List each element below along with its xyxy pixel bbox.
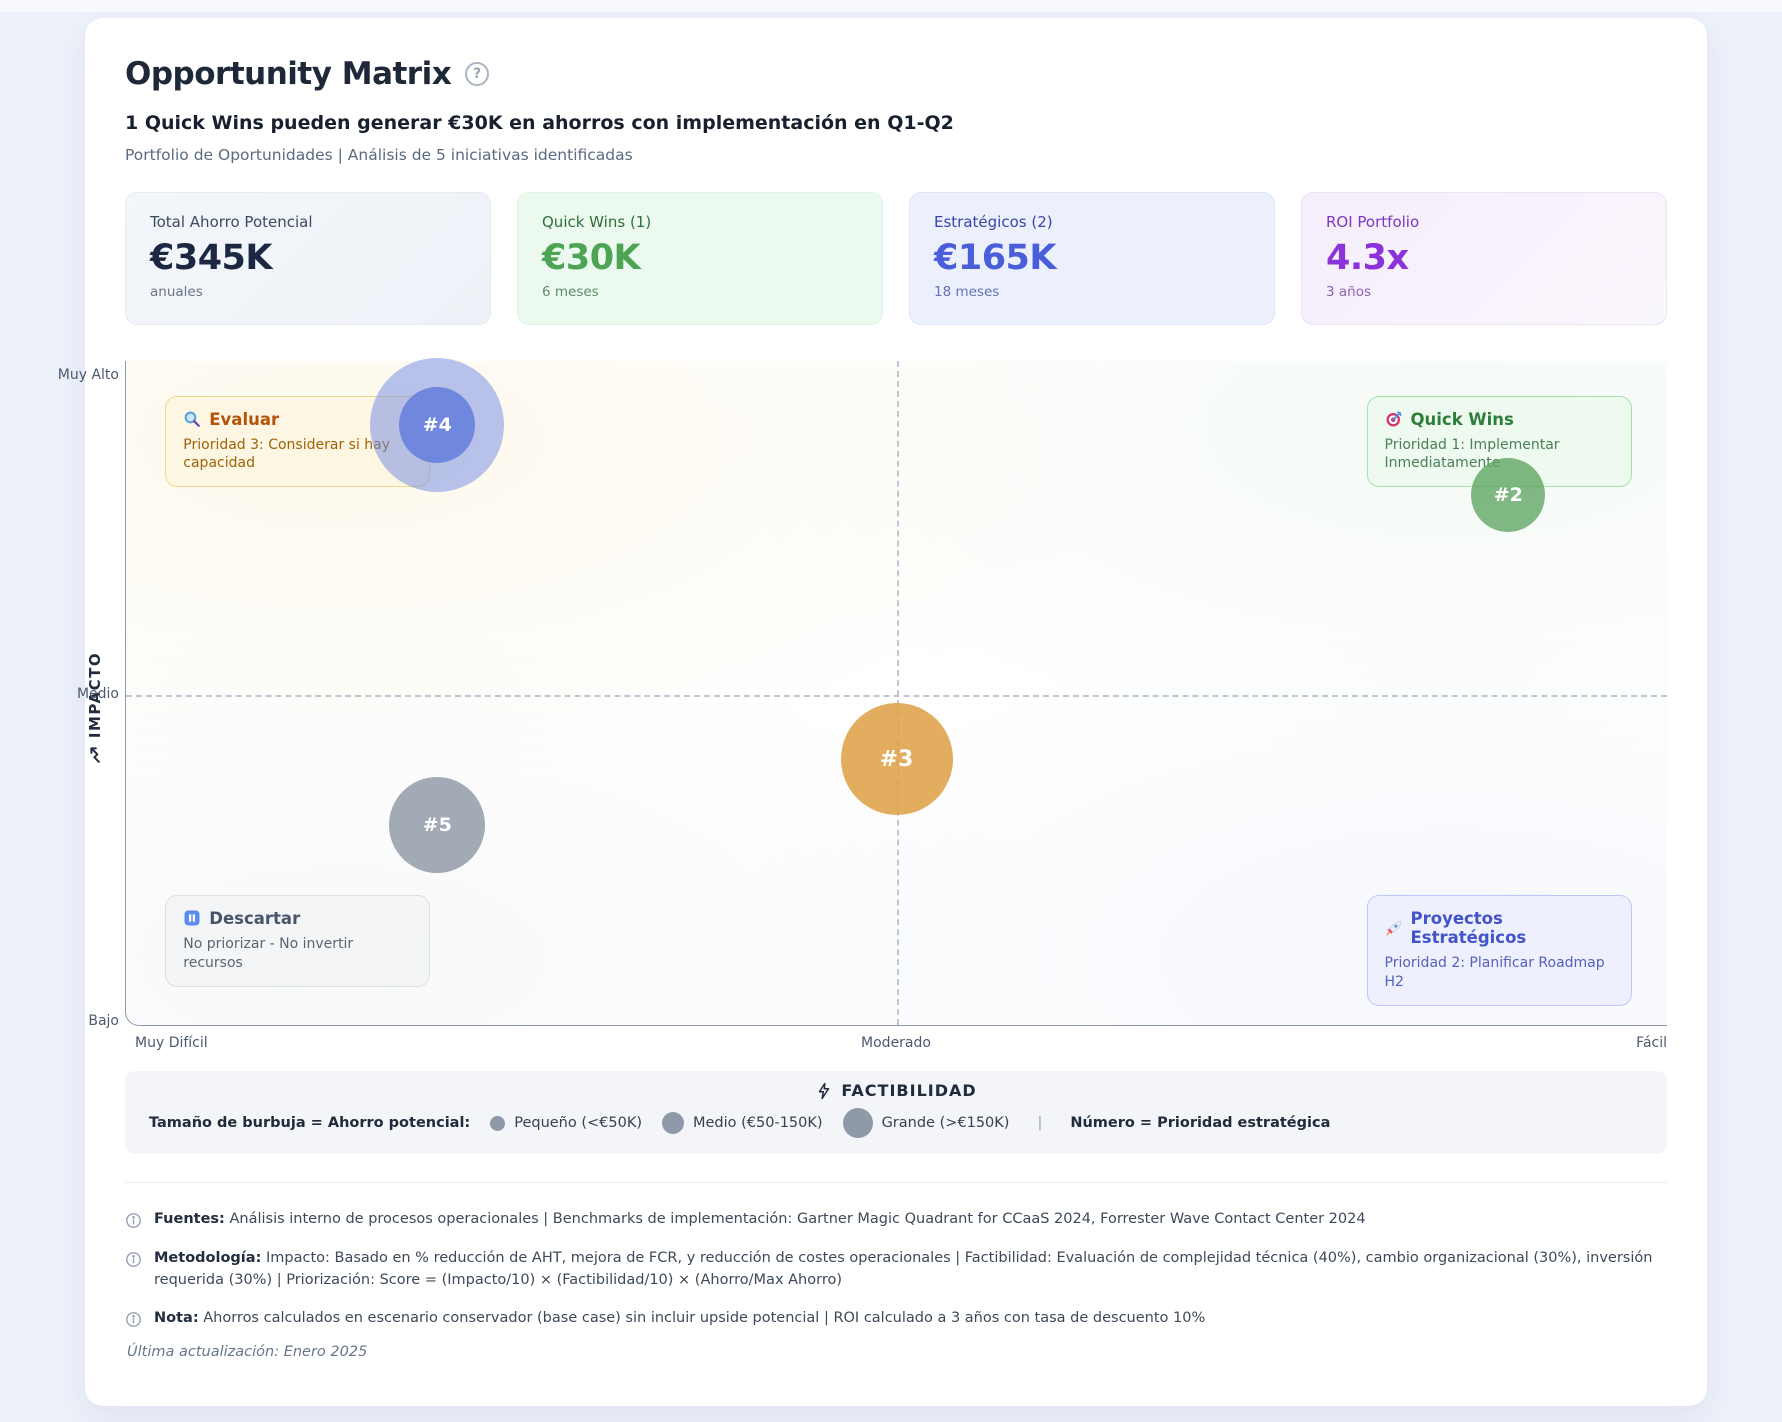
quadrant-body: Prioridad 2: Planificar Roadmap H2 bbox=[1384, 954, 1605, 990]
legend-item-label: Medio (€50-150K) bbox=[693, 1115, 823, 1131]
stat-card-quick-wins: Quick Wins (1) €30K 6 meses bbox=[517, 192, 883, 325]
legend-dot-medium bbox=[662, 1112, 684, 1134]
stat-label: ROI Portfolio bbox=[1326, 213, 1420, 231]
stat-value: €165K bbox=[934, 238, 1057, 278]
bubble-priority-3[interactable]: #3 bbox=[840, 703, 953, 816]
stat-label: Quick Wins (1) bbox=[542, 213, 652, 231]
footnotes-section: Fuentes: Análisis interno de procesos op… bbox=[125, 1182, 1667, 1330]
trending-up-icon bbox=[90, 747, 100, 763]
opportunity-matrix-card: Opportunity Matrix ? 1 Quick Wins pueden… bbox=[58, 18, 1707, 1406]
y-tick-medio: Medio bbox=[76, 686, 119, 703]
plot-area: Muy Alto Medio Bajo Evaluar Prioridad 3:… bbox=[58, 358, 1667, 1029]
page-top-strip bbox=[0, 0, 1782, 12]
legend-item-label: Pequeño (<€50K) bbox=[514, 1115, 642, 1131]
stat-card-roi-portfolio: ROI Portfolio 4.3x 3 años bbox=[1301, 192, 1667, 325]
footnote-text: Análisis interno de procesos operacional… bbox=[229, 1211, 1366, 1227]
legend-separator: | bbox=[1037, 1115, 1043, 1131]
legend-item-label: Grande (>€150K) bbox=[881, 1115, 1010, 1131]
stat-sub: 6 meses bbox=[542, 284, 599, 300]
footnote-fuentes: Fuentes: Análisis interno de procesos op… bbox=[125, 1209, 1667, 1231]
quadrant-title-row: Quick Wins bbox=[1385, 410, 1614, 429]
bubble-label: #4 bbox=[422, 414, 452, 437]
bubble-halo bbox=[370, 358, 505, 493]
legend-item-medio: Medio (€50-150K) bbox=[662, 1112, 823, 1134]
footnote-metodologia: Metodología: Impacto: Basado en % reducc… bbox=[125, 1248, 1667, 1292]
bubble-label: #5 bbox=[422, 814, 452, 837]
footnote-lead: Fuentes: bbox=[154, 1211, 225, 1227]
quadrant-body: No priorizar - No invertir recursos bbox=[183, 935, 354, 971]
x-axis-title: FACTIBILIDAD bbox=[149, 1081, 1643, 1100]
quadrant-title-row: Proyectos Estratégicos bbox=[1385, 909, 1614, 947]
stat-card-total-ahorro: Total Ahorro Potencial €345K anuales bbox=[125, 192, 491, 325]
stat-value: €30K bbox=[542, 238, 641, 278]
quadrant-title-row: Descartar bbox=[183, 909, 412, 928]
bubble-priority-2[interactable]: #2 bbox=[1471, 458, 1546, 533]
help-icon[interactable]: ? bbox=[465, 62, 490, 86]
legend-panel: FACTIBILIDAD Tamaño de burbuja = Ahorro … bbox=[125, 1071, 1667, 1154]
legend-dot-large bbox=[842, 1108, 873, 1138]
legend-item-pequeno: Pequeño (<€50K) bbox=[490, 1115, 642, 1131]
last-updated: Última actualización: Enero 2025 bbox=[127, 1344, 368, 1360]
quadrant-body: Prioridad 3: Considerar si hay capacidad bbox=[183, 436, 391, 472]
x-tick-facil: Fácil bbox=[1636, 1035, 1667, 1051]
y-axis-title: IMPACTO bbox=[86, 652, 104, 764]
quadrant-title-row: Evaluar bbox=[183, 410, 412, 429]
x-axis-title-text: FACTIBILIDAD bbox=[841, 1081, 977, 1100]
info-icon bbox=[126, 1213, 141, 1228]
footnote-lead: Nota: bbox=[154, 1310, 199, 1327]
stat-sub: anuales bbox=[150, 284, 203, 300]
lightning-icon bbox=[819, 1082, 830, 1099]
quadrant-title: Quick Wins bbox=[1410, 409, 1514, 429]
bubble-label: #3 bbox=[879, 746, 914, 772]
quadrant-title: Descartar bbox=[209, 908, 301, 928]
page-title: Opportunity Matrix bbox=[125, 56, 452, 92]
stat-value: 4.3x bbox=[1326, 238, 1409, 278]
x-tick-muy-dificil: Muy Difícil bbox=[135, 1035, 208, 1051]
stat-sub: 18 meses bbox=[934, 284, 1000, 300]
bubble-priority-5[interactable]: #5 bbox=[389, 777, 486, 874]
center-vertical-gridline bbox=[896, 361, 899, 1025]
header: Opportunity Matrix ? bbox=[125, 56, 1667, 92]
stat-label: Total Ahorro Potencial bbox=[150, 213, 313, 231]
rocket-icon bbox=[1386, 920, 1401, 936]
footnote-text: Impacto: Basado en % reducción de AHT, m… bbox=[154, 1249, 1653, 1288]
info-icon bbox=[126, 1312, 141, 1328]
stat-value: €345K bbox=[150, 238, 273, 278]
stat-label: Estratégicos (2) bbox=[934, 213, 1053, 231]
quadrant-body: Prioridad 1: Implementar Inmediatamente bbox=[1384, 436, 1560, 472]
legend-dot-small bbox=[490, 1115, 506, 1131]
legend-row: Tamaño de burbuja = Ahorro potencial: Pe… bbox=[149, 1108, 1643, 1138]
y-tick-bajo: Bajo bbox=[88, 1013, 119, 1029]
y-tick-muy-alto: Muy Alto bbox=[57, 367, 119, 383]
bubble-label: #2 bbox=[1493, 484, 1523, 507]
legend-item-grande: Grande (>€150K) bbox=[842, 1108, 1010, 1138]
legend-number-label: Número = Prioridad estratégica bbox=[1070, 1115, 1331, 1131]
center-horizontal-gridline bbox=[126, 694, 1667, 697]
portfolio-meta-line: Portfolio de Oportunidades | Análisis de… bbox=[125, 146, 633, 164]
legend-size-label: Tamaño de burbuja = Ahorro potencial: bbox=[149, 1115, 471, 1131]
quadrant-box-quick-wins: Quick Wins Prioridad 1: Implementar Inme… bbox=[1366, 395, 1632, 488]
magnifier-icon bbox=[184, 411, 201, 427]
footnote-lead: Metodología: bbox=[154, 1249, 262, 1266]
quadrant-box-proyectos-estrategicos: Proyectos Estratégicos Prioridad 2: Plan… bbox=[1366, 894, 1632, 1006]
quadrant-title: Proyectos Estratégicos bbox=[1410, 908, 1527, 947]
x-tick-moderado: Moderado bbox=[861, 1035, 931, 1051]
footnote-nota: Nota: Ahorros calculados en escenario co… bbox=[125, 1308, 1667, 1330]
stat-card-estrategicos: Estratégicos (2) €165K 18 meses bbox=[909, 192, 1275, 325]
stat-sub: 3 años bbox=[1326, 284, 1372, 300]
x-axis-ticks: Muy Difícil Moderado Fácil bbox=[125, 1035, 1667, 1055]
pause-icon bbox=[184, 910, 200, 926]
bubble-priority-4[interactable]: #4 bbox=[370, 358, 505, 493]
info-icon bbox=[126, 1251, 141, 1267]
stat-cards-row: Total Ahorro Potencial €345K anuales Qui… bbox=[125, 192, 1667, 325]
footnote-text: Ahorros calculados en escenario conserva… bbox=[203, 1310, 1206, 1327]
quadrant-title: Evaluar bbox=[209, 409, 280, 429]
target-icon bbox=[1386, 411, 1401, 427]
opportunity-matrix-chart: IMPACTO Muy Alto Medio Bajo Evaluar Prio… bbox=[58, 358, 1667, 1055]
key-insight-subtitle: 1 Quick Wins pueden generar €30K en ahor… bbox=[125, 112, 954, 134]
quadrant-box-descartar: Descartar No priorizar - No invertir rec… bbox=[165, 894, 431, 987]
